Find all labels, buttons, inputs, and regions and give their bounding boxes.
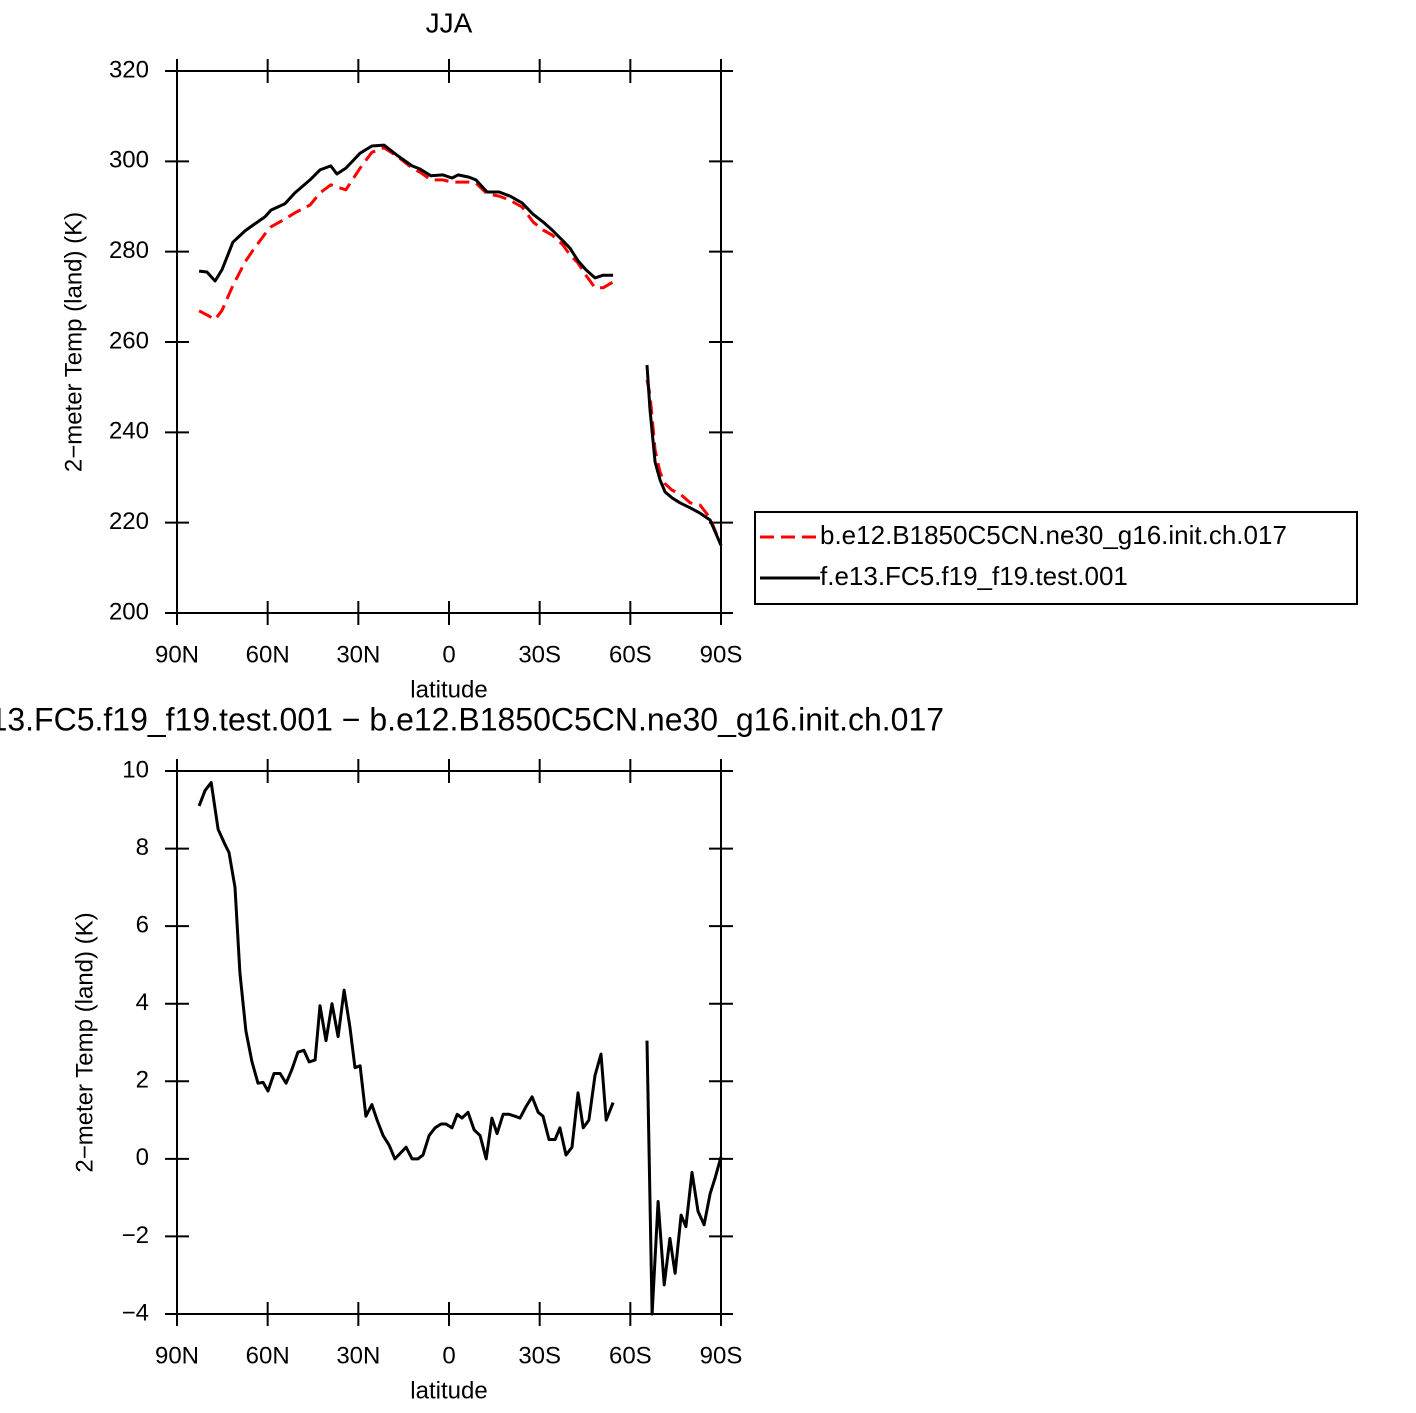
x-tick-label: 90N bbox=[155, 641, 199, 668]
legend-label: f.e13.FC5.f19_f19.test.001 bbox=[820, 561, 1128, 591]
y-tick-label: 4 bbox=[136, 989, 149, 1016]
x-tick-label: 60N bbox=[246, 1342, 290, 1369]
y-tick-label: 0 bbox=[136, 1144, 149, 1171]
x-axis-label: latitude bbox=[410, 1377, 487, 1404]
x-axis-label: latitude bbox=[410, 676, 487, 703]
y-tick-label: 2 bbox=[136, 1067, 149, 1094]
x-tick-label: 30N bbox=[336, 641, 380, 668]
x-tick-label: 90S bbox=[700, 1342, 743, 1369]
plot-frame bbox=[176, 770, 722, 1315]
y-tick-label: 240 bbox=[109, 418, 149, 445]
x-tick-label: 0 bbox=[442, 1342, 455, 1369]
y-tick-label: 220 bbox=[109, 508, 149, 535]
x-tick-label: 60N bbox=[246, 641, 290, 668]
x-tick-label: 60S bbox=[609, 641, 652, 668]
y-tick-label: −2 bbox=[122, 1222, 149, 1249]
x-tick-label: 30S bbox=[518, 641, 561, 668]
y-axis-label: 2−meter Temp (land) (K) bbox=[71, 912, 98, 1172]
y-tick-label: 6 bbox=[136, 911, 149, 938]
chart-title: JJA bbox=[426, 7, 473, 38]
legend-box bbox=[754, 511, 1358, 605]
x-tick-label: 30S bbox=[518, 1342, 561, 1369]
y-tick-label: 10 bbox=[122, 756, 149, 783]
x-tick-label: 0 bbox=[442, 641, 455, 668]
y-tick-label: 200 bbox=[109, 598, 149, 625]
plot-frame bbox=[176, 70, 722, 614]
y-tick-label: 300 bbox=[109, 147, 149, 174]
y-tick-label: −4 bbox=[122, 1299, 149, 1326]
y-tick-label: 280 bbox=[109, 237, 149, 264]
x-tick-label: 30N bbox=[336, 1342, 380, 1369]
y-tick-label: 8 bbox=[136, 834, 149, 861]
data-line bbox=[198, 143, 723, 546]
chart-title: f.e13.FC5.f19_f19.test.001 − b.e12.B1850… bbox=[0, 701, 944, 737]
y-tick-label: 320 bbox=[109, 56, 149, 83]
legend-label: b.e12.B1850C5CN.ne30_g16.init.ch.017 bbox=[820, 520, 1287, 550]
y-axis-label: 2−meter Temp (land) (K) bbox=[60, 212, 87, 472]
x-tick-label: 60S bbox=[609, 1342, 652, 1369]
x-tick-label: 90S bbox=[700, 641, 743, 668]
data-line bbox=[197, 781, 723, 1316]
x-tick-label: 90N bbox=[155, 1342, 199, 1369]
y-tick-label: 260 bbox=[109, 327, 149, 354]
